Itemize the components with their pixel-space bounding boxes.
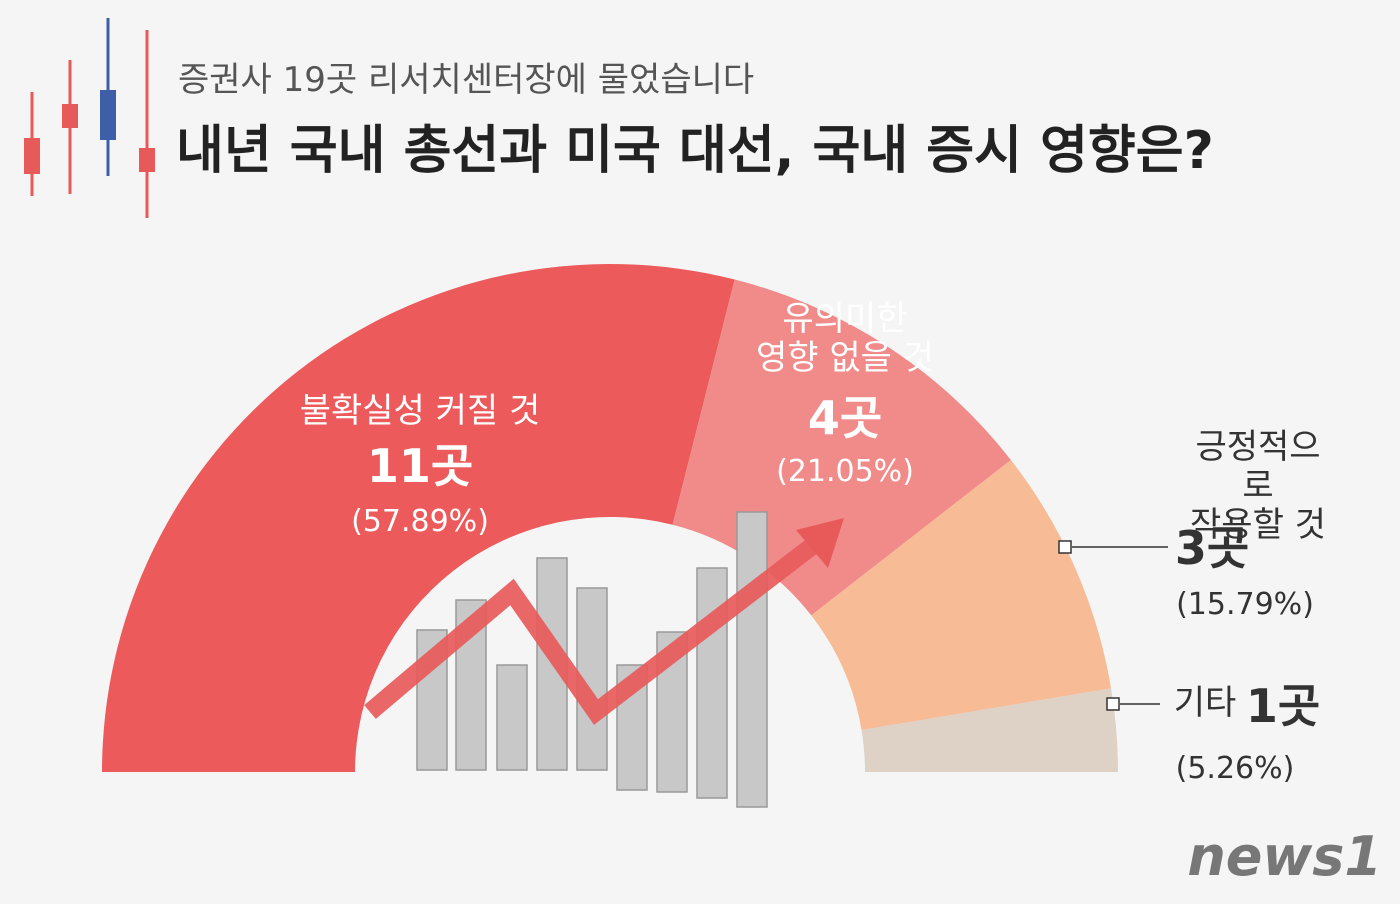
value-label: 11곳 bbox=[366, 439, 474, 493]
percentage-label: (15.79%) bbox=[1176, 587, 1314, 622]
value-label: 3곳 bbox=[1174, 521, 1250, 575]
donut-segment bbox=[861, 688, 1118, 772]
percentage-label: (21.05%) bbox=[776, 454, 914, 489]
subtitle: 증권사 19곳 리서치센터장에 물었습니다 bbox=[178, 60, 755, 100]
value-label: 4곳 bbox=[807, 391, 883, 445]
category-label: 유의미한 영향 없을 것 bbox=[755, 299, 935, 379]
title: 내년 국내 총선과 미국 대선, 국내 증시 영향은? bbox=[176, 121, 1214, 181]
arrow-head bbox=[796, 518, 844, 568]
donut-segment bbox=[102, 264, 735, 772]
source-logo: news1 bbox=[1187, 825, 1382, 888]
percentage-label: (5.26%) bbox=[1175, 751, 1295, 786]
trend-arrow bbox=[364, 532, 826, 725]
value-label: 1곳 bbox=[1245, 679, 1321, 733]
category-label: 불확실성 커질 것 bbox=[299, 391, 541, 431]
percentage-label: (57.89%) bbox=[351, 504, 489, 539]
leader-lines bbox=[1058, 540, 1168, 711]
category-label: 긍정적으로 작용할 것 bbox=[1190, 427, 1326, 546]
category-label: 기타 bbox=[1173, 683, 1237, 723]
candle-icon bbox=[24, 18, 155, 218]
donut-segment bbox=[811, 459, 1112, 731]
